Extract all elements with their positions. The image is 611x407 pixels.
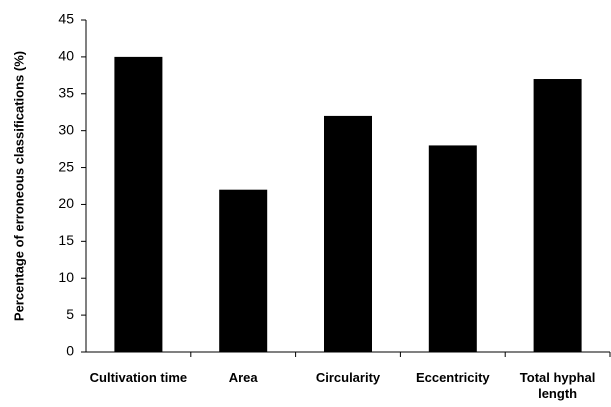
y-axis-label: Percentage of erroneous classifications … <box>11 51 26 321</box>
bar <box>324 115 372 353</box>
x-tick-label: Circularity <box>315 370 381 385</box>
y-tick-label: 30 <box>58 121 74 137</box>
y-tick-label: 40 <box>58 48 74 64</box>
bar <box>533 79 582 353</box>
y-tick-label: 0 <box>66 343 74 359</box>
y-tick-label: 20 <box>58 195 74 211</box>
y-tick-label: 10 <box>58 269 74 285</box>
bar <box>114 56 163 353</box>
y-tick-label: 15 <box>58 232 74 248</box>
y-tick-label: 45 <box>58 11 74 27</box>
bar <box>428 145 477 352</box>
y-tick-label: 35 <box>58 84 74 100</box>
y-tick-label: 25 <box>58 158 74 174</box>
x-tick-label: Area <box>228 370 258 385</box>
x-tick-label: Cultivation time <box>89 370 188 385</box>
x-tick-label: Eccentricity <box>415 370 490 385</box>
y-tick-label: 5 <box>66 306 74 322</box>
x-tick-label: Total hyphal length <box>519 370 596 401</box>
bar <box>219 189 268 352</box>
